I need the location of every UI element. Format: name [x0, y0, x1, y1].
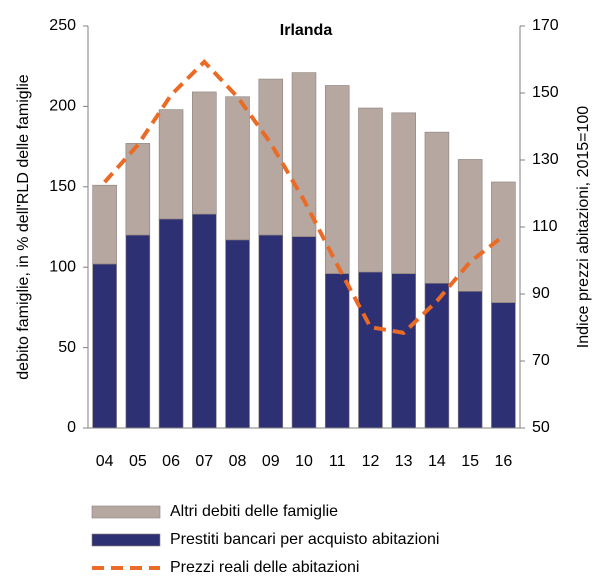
bar — [92, 184, 117, 265]
bar — [125, 143, 151, 236]
bar — [491, 181, 516, 303]
y-tick-label: 200 — [49, 98, 76, 115]
x-tick-label: 06 — [162, 453, 180, 470]
bar — [258, 234, 284, 429]
bar — [192, 91, 217, 215]
y-tick-label: 150 — [49, 178, 76, 195]
bar — [391, 112, 416, 274]
bar — [125, 234, 151, 429]
x-tick-label: 12 — [362, 453, 380, 470]
x-tick-label: 04 — [96, 453, 114, 470]
y2-tick-label: 50 — [532, 419, 550, 436]
bar — [291, 72, 317, 237]
legend-swatch — [91, 505, 161, 519]
y2-tick-label: 70 — [532, 352, 550, 369]
bar — [291, 236, 317, 429]
bar — [158, 218, 184, 429]
y2-tick-label: 110 — [532, 218, 558, 235]
bar — [92, 263, 117, 429]
y2-tick-label: 150 — [532, 84, 559, 101]
x-tick-label: 05 — [129, 453, 147, 470]
x-tick-label: 09 — [262, 453, 280, 470]
legend-label: Prestiti bancari per acquisto abitazioni — [170, 531, 439, 548]
x-tick-label: 07 — [195, 453, 213, 470]
bar — [391, 273, 416, 429]
x-tick-label: 11 — [329, 453, 346, 470]
legend-label: Altri debiti delle famiglie — [170, 503, 338, 520]
legend-swatch — [91, 533, 161, 547]
x-tick-label: 10 — [295, 453, 313, 470]
bar — [158, 109, 184, 220]
legend-label: Prezzi reali delle abitazioni — [170, 559, 359, 576]
bar — [225, 239, 250, 429]
bar — [192, 213, 217, 429]
bar — [324, 85, 350, 274]
y-tick-label: 250 — [49, 17, 76, 34]
y2-tick-label: 90 — [532, 285, 550, 302]
bar — [358, 107, 383, 273]
bar — [424, 131, 450, 284]
bar — [324, 273, 350, 429]
line — [103, 58, 505, 336]
bar — [457, 291, 483, 429]
chart-title: Irlanda — [280, 22, 333, 39]
y2-tick-label: 170 — [532, 17, 559, 34]
y-tick-label: 0 — [67, 419, 76, 436]
bar — [258, 78, 284, 236]
y2-axis-title: Indice prezzi abitazioni, 2015=100 — [575, 106, 592, 348]
x-tick-label: 08 — [229, 453, 247, 470]
bar — [358, 271, 383, 429]
y2-tick-label: 130 — [532, 151, 559, 168]
y-axis-title: debito famiglie, in % dell'RLD delle fam… — [15, 74, 32, 380]
bar — [491, 302, 516, 429]
x-tick-label: 14 — [428, 453, 446, 470]
x-tick-label: 13 — [395, 453, 413, 470]
bar — [424, 282, 450, 429]
bar — [225, 96, 250, 241]
x-tick-label: 15 — [461, 453, 479, 470]
x-tick-label: 16 — [494, 453, 512, 470]
y-tick-label: 50 — [58, 339, 76, 356]
y-tick-label: 100 — [49, 258, 76, 275]
